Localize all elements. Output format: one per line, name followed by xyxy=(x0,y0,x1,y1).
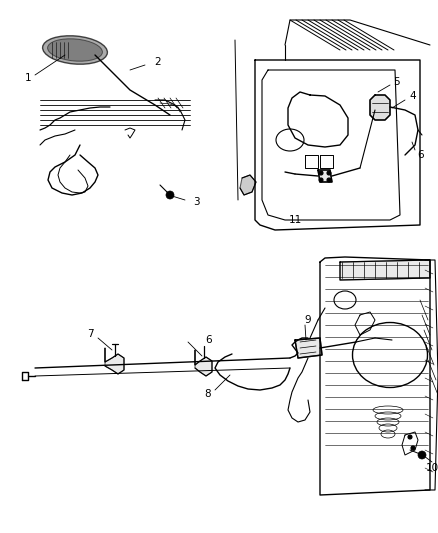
Circle shape xyxy=(166,191,174,199)
Circle shape xyxy=(319,171,323,175)
Text: 6: 6 xyxy=(206,335,212,345)
Polygon shape xyxy=(195,350,212,376)
Text: 10: 10 xyxy=(425,463,438,473)
Circle shape xyxy=(327,171,331,175)
Circle shape xyxy=(408,435,412,439)
Ellipse shape xyxy=(42,36,107,64)
Text: 2: 2 xyxy=(155,57,161,67)
Text: 9: 9 xyxy=(305,315,311,325)
Polygon shape xyxy=(240,175,256,195)
Circle shape xyxy=(411,446,415,450)
Text: 6: 6 xyxy=(418,150,424,160)
Polygon shape xyxy=(370,95,390,120)
Text: 11: 11 xyxy=(288,215,302,225)
Polygon shape xyxy=(295,338,322,358)
Polygon shape xyxy=(340,260,430,280)
Text: 8: 8 xyxy=(205,389,211,399)
Circle shape xyxy=(418,451,426,459)
Polygon shape xyxy=(105,348,124,374)
Polygon shape xyxy=(318,170,332,182)
Circle shape xyxy=(319,178,323,182)
Text: 3: 3 xyxy=(193,197,199,207)
Ellipse shape xyxy=(48,39,102,61)
Text: 1: 1 xyxy=(25,73,31,83)
Circle shape xyxy=(327,178,331,182)
Text: 4: 4 xyxy=(410,91,416,101)
Text: 5: 5 xyxy=(394,77,400,87)
Text: 7: 7 xyxy=(87,329,93,339)
